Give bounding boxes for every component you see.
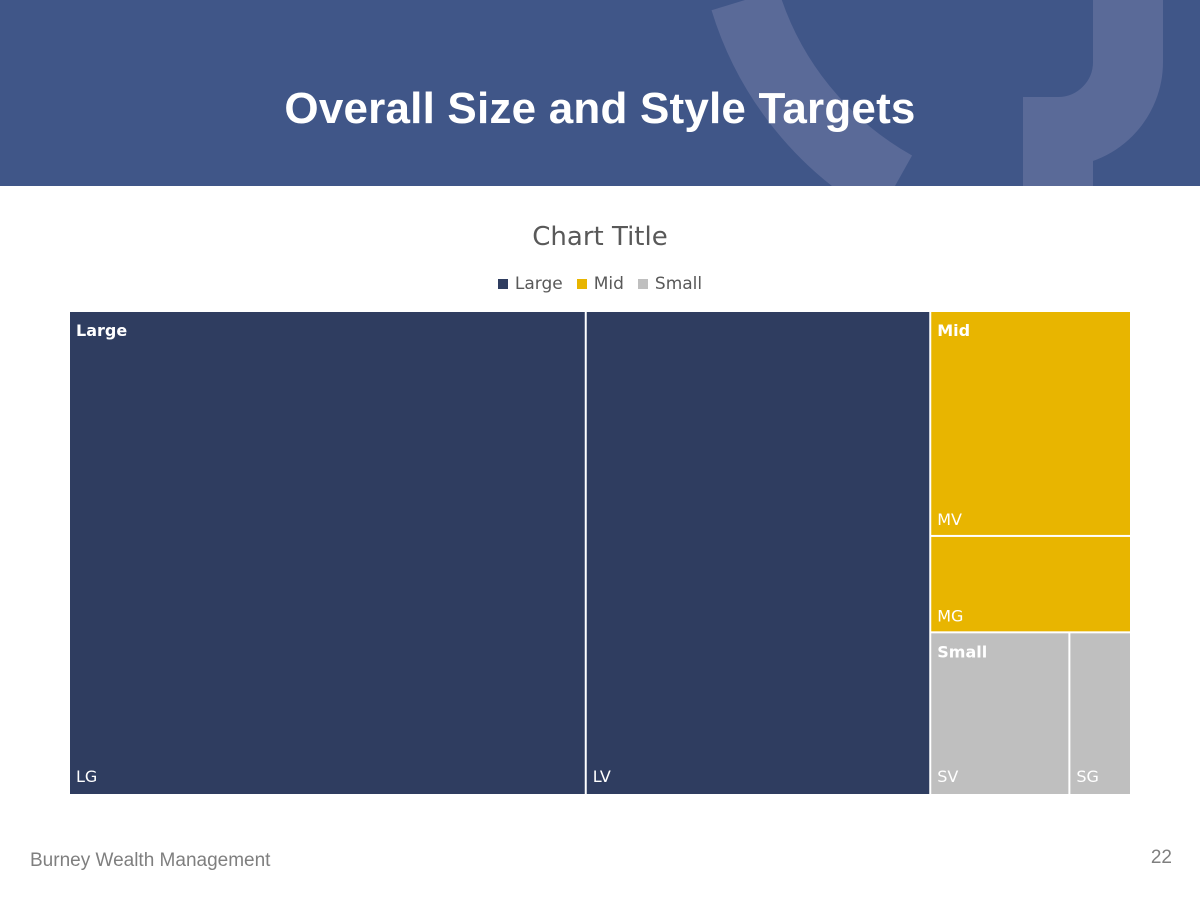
- slide-title: Overall Size and Style Targets: [284, 84, 916, 133]
- legend-label: Mid: [593, 274, 624, 294]
- footer-company-name: Burney Wealth Management: [30, 850, 271, 871]
- group-label-small: Small: [937, 642, 987, 661]
- legend-swatch: [637, 279, 648, 289]
- chart-legend: Large Mid Small: [0, 274, 1200, 294]
- tile-label-sv: SV: [937, 767, 958, 786]
- tile-label-mg: MG: [937, 606, 963, 625]
- tile-label-lg: LG: [76, 767, 97, 786]
- tile-label-lv: LV: [593, 767, 611, 786]
- legend-item-mid: Mid: [576, 274, 624, 294]
- legend-label: Large: [514, 274, 563, 294]
- header-arc-decoration: [711, 0, 1163, 186]
- treemap-tile-mg: [931, 536, 1130, 632]
- treemap-tile-lv: [586, 312, 930, 794]
- legend-label: Small: [654, 274, 703, 294]
- group-label-large: Large: [76, 321, 127, 340]
- page-number: 22: [1150, 847, 1172, 868]
- header-arc-right: [1023, 0, 1163, 186]
- treemap-tile-mv: [931, 312, 1130, 535]
- group-label-mid: Mid: [937, 321, 970, 340]
- slide-header: Overall Size and Style Targets: [0, 0, 1200, 186]
- legend-item-small: Small: [637, 274, 703, 294]
- tile-label-mv: MV: [937, 510, 962, 529]
- treemap-tile-sg: [1070, 633, 1130, 794]
- legend-swatch: [497, 279, 508, 289]
- header-arc-left: [711, 0, 913, 186]
- chart-title: Chart Title: [532, 222, 668, 252]
- treemap-tile-sv: [931, 633, 1069, 794]
- treemap-tile-lg: [70, 312, 585, 794]
- legend-item-large: Large: [497, 274, 563, 294]
- tile-label-sg: SG: [1076, 767, 1099, 786]
- legend-swatch: [576, 279, 587, 289]
